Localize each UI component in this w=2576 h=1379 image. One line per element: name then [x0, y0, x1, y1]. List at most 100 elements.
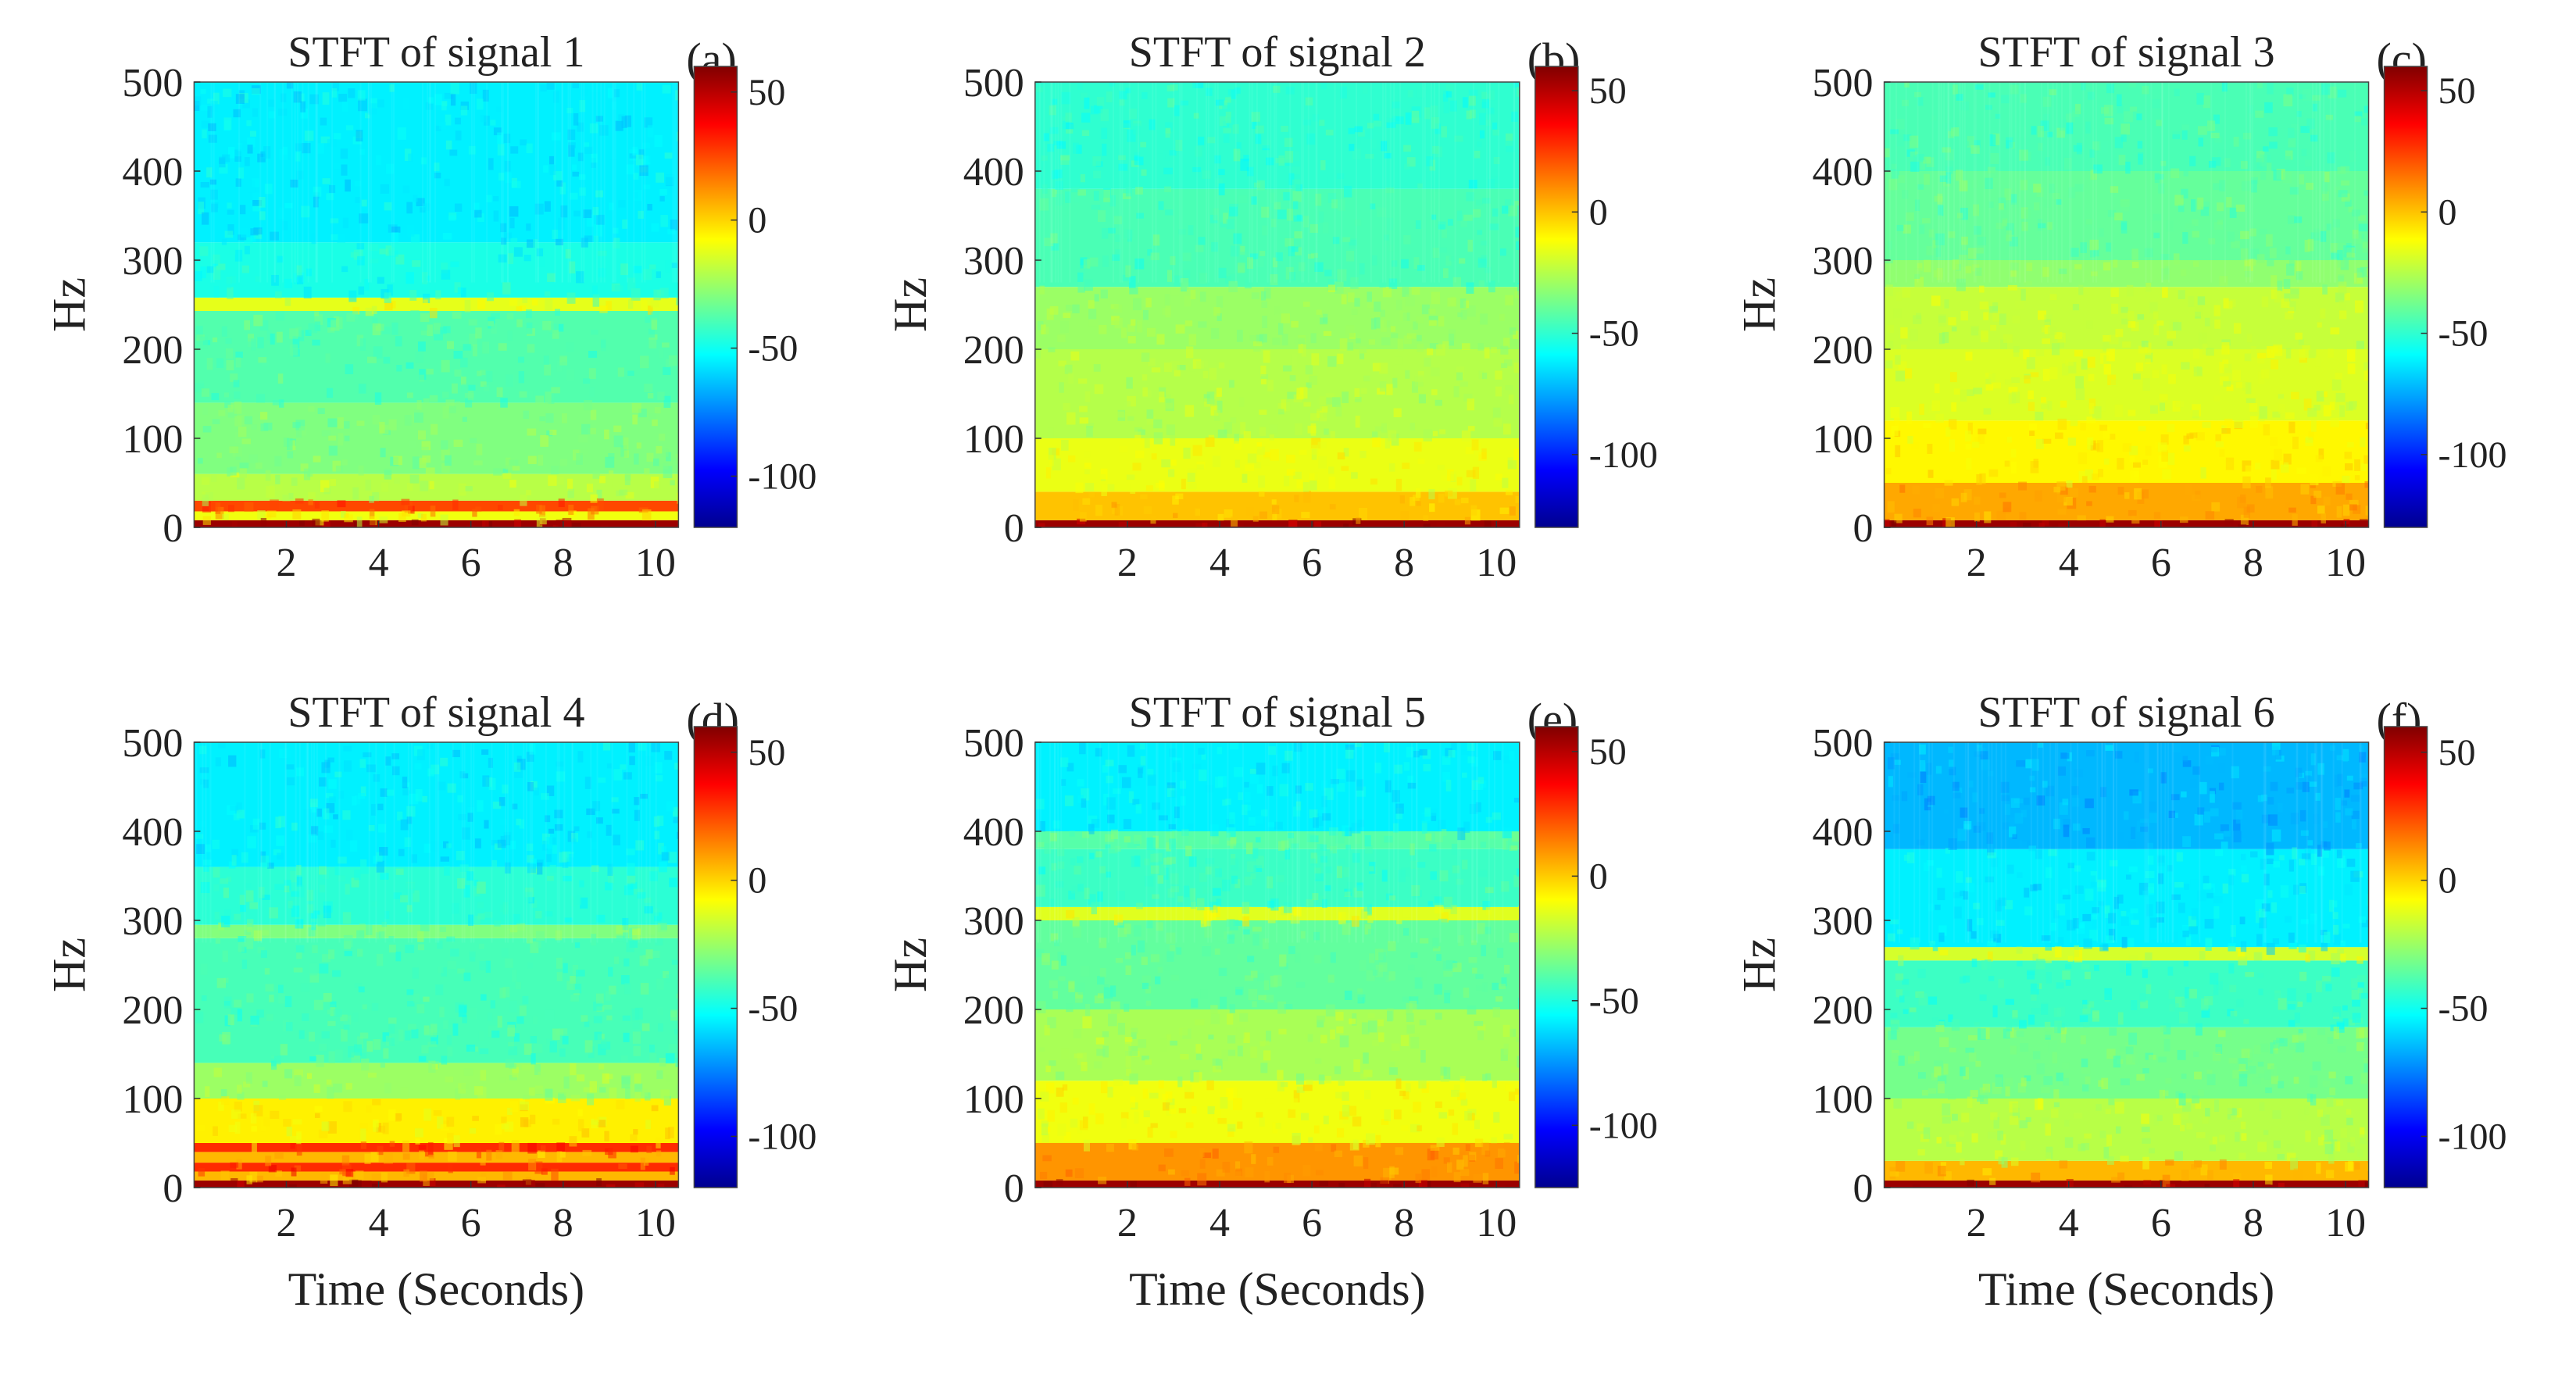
freq-band: [194, 1180, 679, 1188]
plot-frame: [193, 741, 680, 1188]
y-tick-label: 500: [1813, 721, 1874, 766]
y-tick-label: 200: [963, 988, 1024, 1033]
x-tick-label: 2: [1967, 541, 1987, 585]
colorbar: [1535, 726, 1579, 1188]
x-tick-label: 8: [2243, 541, 2263, 585]
freq-band: [194, 511, 679, 520]
x-tick-label: 2: [276, 1201, 296, 1245]
x-tick-label: 4: [369, 541, 389, 585]
x-tick-label: 6: [1302, 1201, 1322, 1245]
colorbar: [1535, 66, 1579, 528]
colorbar: [693, 66, 738, 528]
x-tick-label: 10: [1476, 541, 1517, 585]
freq-band: [1034, 1180, 1520, 1188]
x-tick-label: 8: [553, 541, 573, 585]
freq-band: [1034, 742, 1520, 831]
colorbar-tick-label: -50: [2438, 313, 2488, 355]
x-tick-label: 8: [553, 1201, 573, 1245]
freq-band: [1034, 349, 1520, 438]
colorbar-tick-label: 0: [1589, 856, 1608, 897]
colorbar-tick-label: -100: [1589, 1105, 1658, 1146]
spectrogram: [1034, 82, 1520, 527]
y-tick-label: 200: [122, 328, 183, 373]
freq-band: [194, 1163, 679, 1172]
colorbar-tick-label: 50: [748, 72, 785, 113]
y-tick-label: 300: [963, 899, 1024, 944]
colorbar-tick-label: 0: [2438, 191, 2457, 233]
y-tick-label: 200: [963, 328, 1024, 373]
x-tick-label: 2: [1967, 1201, 1987, 1245]
colorbar-tick-label: 50: [2438, 70, 2476, 112]
colorbar-tick-label: 0: [1589, 191, 1608, 233]
colorbar-tick-label: -50: [748, 328, 798, 370]
y-tick-label: 0: [1853, 506, 1874, 551]
x-tick-label: 6: [461, 1201, 481, 1245]
x-tick-label: 8: [2243, 1201, 2263, 1245]
panel-title: STFT of signal 1: [288, 28, 584, 77]
panel-title: STFT of signal 5: [1129, 688, 1426, 737]
y-tick-label: 500: [122, 61, 183, 105]
colorbar-tick-label: -100: [1589, 434, 1658, 476]
spectrogram: [194, 742, 679, 1188]
y-tick-label: 400: [122, 810, 183, 855]
y-tick-label: 300: [122, 239, 183, 284]
freq-band: [194, 500, 679, 512]
plot-frame: [1034, 741, 1520, 1188]
y-tick-label: 0: [163, 1166, 183, 1211]
plot-frame: [1883, 741, 2370, 1188]
panel-title: STFT of signal 3: [1978, 28, 2274, 77]
y-tick-label: 300: [963, 239, 1024, 284]
freq-band: [194, 520, 679, 527]
panel-title: STFT of signal 4: [288, 688, 584, 737]
plot-frame: [1034, 81, 1520, 528]
y-tick-label: 100: [963, 417, 1024, 462]
x-axis-label: Time (Seconds): [1129, 1263, 1425, 1315]
x-tick-label: 2: [1117, 541, 1138, 585]
y-tick-label: 300: [1813, 239, 1874, 284]
x-tick-label: 4: [2059, 1201, 2079, 1245]
colorbar-tick-label: 50: [1589, 70, 1627, 112]
x-axis-label: Time (Seconds): [1978, 1263, 2274, 1315]
freq-band: [194, 1143, 679, 1152]
colorbar-tick-label: -100: [2438, 434, 2507, 476]
colorbar-tick-label: 0: [748, 860, 766, 902]
colorbar-tick-label: -100: [2438, 1116, 2507, 1157]
y-tick-label: 0: [1004, 506, 1024, 551]
freq-band: [1884, 947, 2369, 961]
x-tick-label: 8: [1394, 1201, 1414, 1245]
x-tick-label: 10: [2325, 541, 2366, 585]
colorbar-tick-label: -50: [748, 988, 798, 1030]
x-tick-label: 10: [635, 541, 676, 585]
colorbar-tick-label: -100: [748, 1116, 816, 1157]
y-tick-label: 0: [1004, 1166, 1024, 1211]
y-tick-label: 500: [963, 61, 1024, 105]
colorbar-tick-label: -100: [748, 455, 816, 497]
plot-frame: [1883, 81, 2370, 528]
freq-band: [1884, 1160, 2369, 1181]
freq-band: [194, 1171, 679, 1181]
y-tick-label: 300: [1813, 899, 1874, 944]
colorbar-tick-label: -50: [1589, 981, 1639, 1022]
plot-frame: [193, 81, 680, 528]
y-tick-label: 100: [1813, 417, 1874, 462]
y-tick-label: 200: [1813, 988, 1874, 1033]
x-axis-label: Time (Seconds): [288, 1263, 584, 1315]
y-tick-label: 500: [1813, 61, 1874, 105]
y-tick-label: 400: [1813, 150, 1874, 195]
x-tick-label: 8: [1394, 541, 1414, 585]
y-tick-label: 400: [963, 150, 1024, 195]
colorbar-tick-label: 50: [1589, 731, 1627, 773]
freq-band: [1034, 520, 1520, 527]
freq-band: [1884, 349, 2369, 421]
y-axis-label: Hz: [1734, 938, 1785, 992]
y-tick-label: 400: [1813, 810, 1874, 855]
panel-title: STFT of signal 2: [1129, 28, 1426, 77]
x-tick-label: 10: [1476, 1201, 1517, 1245]
freq-band: [1884, 171, 2369, 260]
x-tick-label: 4: [1209, 541, 1230, 585]
y-tick-label: 500: [963, 721, 1024, 766]
